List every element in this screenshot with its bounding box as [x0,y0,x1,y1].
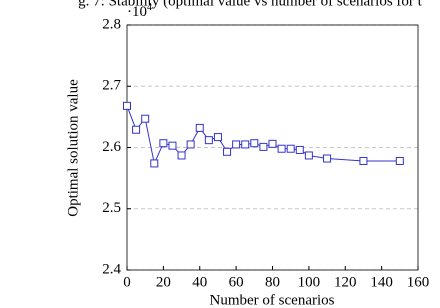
point-marker [323,154,332,163]
y-scale: ·104 [127,2,152,20]
x-tick-label: 0 [123,274,131,290]
point-marker [123,101,131,110]
point-marker [213,133,222,142]
y-scale-exponent: 4 [147,2,152,13]
y-scale-base: ·10 [127,4,147,20]
x-tick-label: 60 [229,274,244,290]
point-marker [223,147,232,156]
point-marker [359,156,368,165]
y-tick-label: 2.8 [102,16,121,32]
plot-frame [126,24,419,271]
point-marker [168,141,177,150]
point-marker [177,151,186,160]
point-marker [277,144,286,153]
y-tick-label: 2.6 [102,139,121,155]
x-tick-label: 80 [265,274,280,290]
y-tick-label: 2.7 [102,78,121,94]
point-marker [286,144,295,153]
point-marker [241,140,250,149]
point-marker [195,123,204,132]
x-tick-label: 100 [298,274,321,290]
y-axis-label: Optimal solution value [65,79,81,217]
point-marker [186,140,195,149]
point-marker [159,139,168,148]
point-marker [259,142,268,151]
y-tick-label: 2.4 [102,261,121,277]
point-marker [395,156,404,165]
point-marker [232,140,241,149]
point-marker [141,114,150,123]
x-tick-label: 20 [156,274,171,290]
point-marker [304,151,313,160]
point-marker [250,139,259,148]
point-marker [268,139,277,148]
x-tick-label: 40 [192,274,207,290]
y-tick-label: 2.5 [102,200,121,216]
x-tick-label: 120 [334,274,357,290]
caption: g. 7: Stability (optimal value vs number… [78,0,423,9]
x-axis-label: Number of scenarios [210,292,335,308]
point-marker [204,136,213,145]
x-tick-label: 140 [370,274,393,290]
x-tick-label: 160 [407,274,430,290]
point-marker [295,145,304,154]
point-marker [132,125,141,134]
point-marker [150,159,159,168]
series-line [126,105,400,166]
